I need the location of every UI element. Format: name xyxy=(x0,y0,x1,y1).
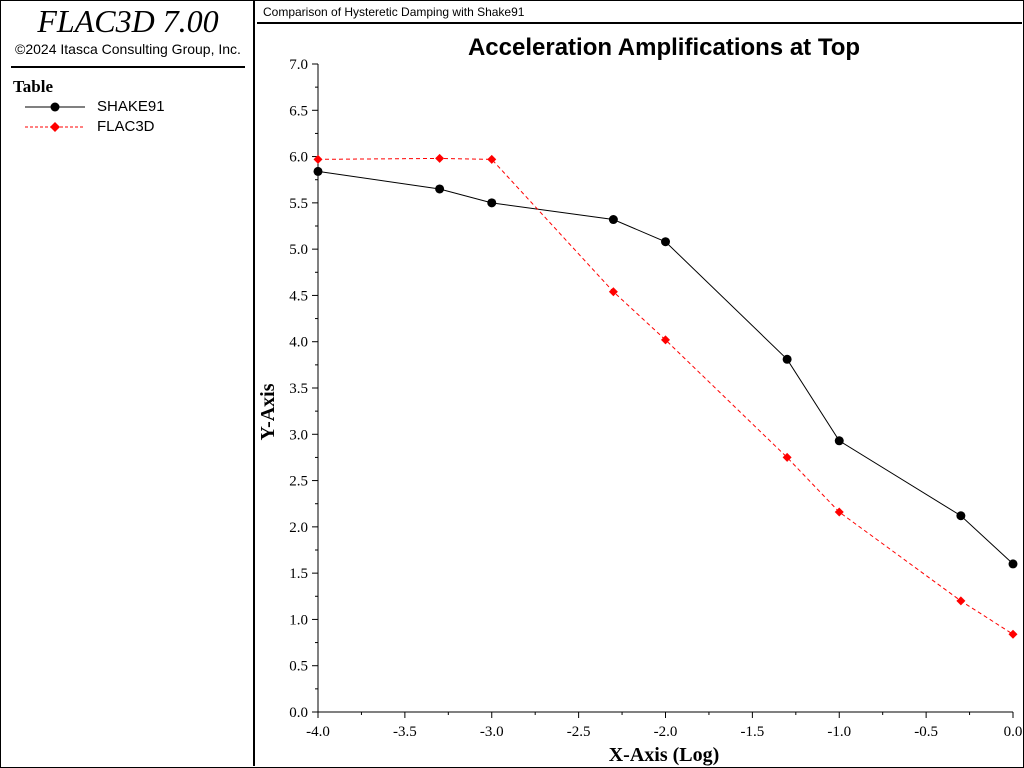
legend-swatch-shake91 xyxy=(25,102,85,112)
data-point-shake91 xyxy=(782,354,792,364)
y-tick-label: 4.5 xyxy=(289,288,308,304)
y-tick-label: 1.5 xyxy=(289,566,308,582)
data-point-shake91 xyxy=(435,184,445,194)
legend-swatch-flac3d xyxy=(25,122,85,132)
data-point-flac3d xyxy=(956,596,966,606)
y-axis-label: Y-Axis xyxy=(257,383,279,440)
data-point-shake91 xyxy=(956,511,966,521)
x-tick-label: -0.5 xyxy=(914,724,938,740)
y-tick-label: 3.5 xyxy=(289,381,308,397)
series-line-flac3d xyxy=(317,157,1014,635)
data-point-flac3d xyxy=(487,154,497,164)
chart-title: Acceleration Amplifications at Top xyxy=(468,34,860,61)
data-point-shake91 xyxy=(834,436,844,446)
x-tick-label: -4.0 xyxy=(306,724,330,740)
x-tick-label: -3.5 xyxy=(393,724,417,740)
divider xyxy=(11,66,245,68)
data-point-shake91 xyxy=(608,215,618,225)
data-point-flac3d xyxy=(608,287,618,297)
data-point-flac3d xyxy=(313,154,323,164)
y-tick-label: 3.0 xyxy=(289,427,308,443)
x-tick-label: -2.0 xyxy=(654,724,678,740)
y-tick-label: 2.5 xyxy=(289,474,308,490)
y-tick-label: 5.5 xyxy=(289,196,308,212)
left-panel: FLAC3D 7.00 ©2024 Itasca Consulting Grou… xyxy=(1,1,255,766)
y-tick-label: 1.0 xyxy=(289,612,308,628)
series-line-shake91 xyxy=(317,170,1014,565)
data-point-shake91 xyxy=(1008,559,1018,569)
y-tick-label: 6.0 xyxy=(289,150,308,166)
data-point-shake91 xyxy=(313,166,323,176)
x-axis-label: X-Axis (Log) xyxy=(609,744,720,766)
data-point-flac3d xyxy=(1008,629,1018,639)
data-point-shake91 xyxy=(487,198,497,208)
y-tick-label: 2.0 xyxy=(289,520,308,536)
series-shake91 xyxy=(313,166,1018,569)
legend-label-flac3d: FLAC3D xyxy=(97,118,155,135)
y-tick-label: 4.0 xyxy=(289,335,308,351)
plot-header: Comparison of Hysteretic Damping with Sh… xyxy=(257,1,1022,24)
data-point-flac3d xyxy=(834,507,844,517)
copyright-text: ©2024 Itasca Consulting Group, Inc. xyxy=(15,41,241,57)
chart-area: Acceleration Amplifications at Top 0.00.… xyxy=(257,34,1022,766)
y-tick-label: 7.0 xyxy=(289,57,308,73)
series-layer xyxy=(313,153,1018,639)
axes: 0.0 0.5 1.0 1.5 2.0 2.5 3.0 3.5 4.0 4.5 5.0 5.5 6.0 6… xyxy=(289,57,1022,740)
y-tick-label: 0.0 xyxy=(289,705,308,721)
data-point-shake91 xyxy=(661,237,670,247)
series-flac3d xyxy=(313,153,1018,639)
data-point-flac3d xyxy=(782,452,792,462)
x-tick-label: -1.0 xyxy=(827,724,851,740)
legend-label-shake91: SHAKE91 xyxy=(97,98,165,115)
legend-title: Table xyxy=(13,77,54,96)
data-point-flac3d xyxy=(435,153,445,163)
x-tick-label: -1.5 xyxy=(741,724,765,740)
data-point-flac3d xyxy=(661,335,670,345)
x-tick-label: -2.5 xyxy=(567,724,591,740)
y-tick-label: 5.0 xyxy=(289,242,308,258)
app-title: FLAC3D 7.00 xyxy=(37,3,219,39)
y-tick-label: 6.5 xyxy=(289,103,308,119)
y-tick-label: 0.5 xyxy=(289,659,308,675)
x-tick-label: -3.0 xyxy=(480,724,504,740)
plot-header-title: Comparison of Hysteretic Damping with Sh… xyxy=(263,5,525,19)
x-tick-label: 0.0 xyxy=(1004,724,1022,740)
